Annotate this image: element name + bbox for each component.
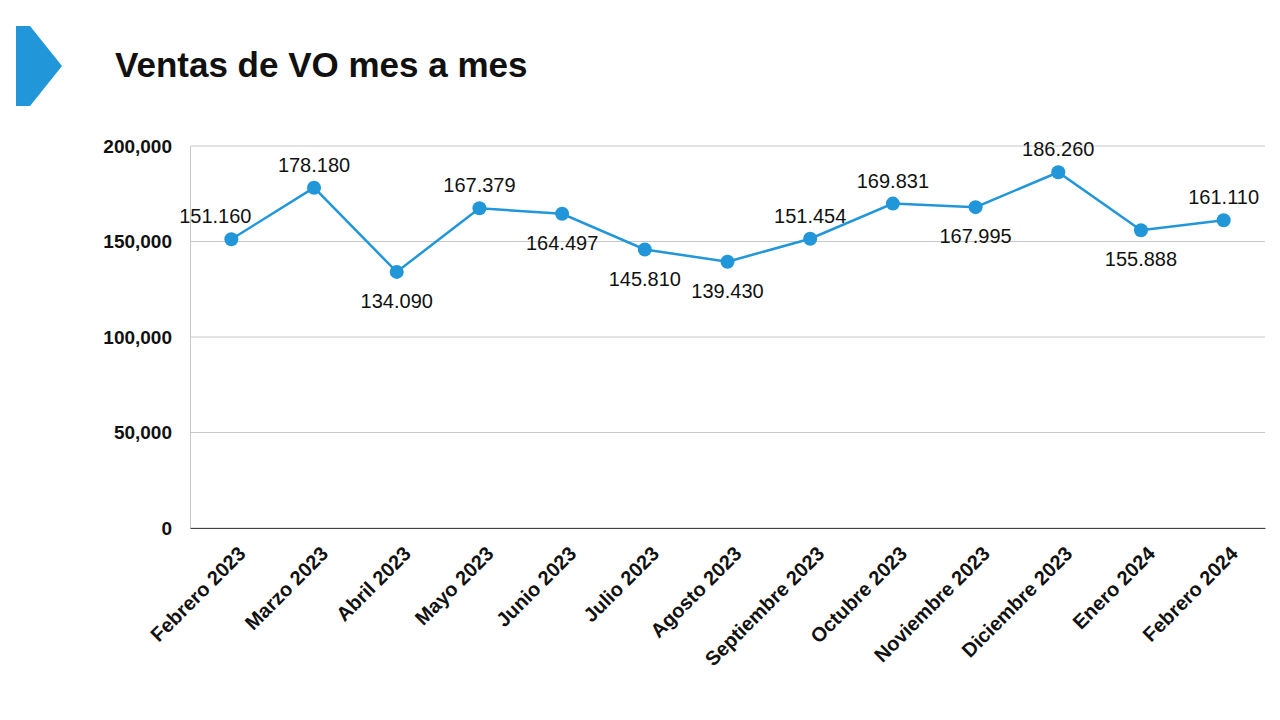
- data-label: 169.831: [857, 170, 929, 192]
- x-tick-label: Enero 2024: [1068, 542, 1160, 634]
- data-label: 134.090: [361, 290, 433, 312]
- data-label: 178.180: [278, 154, 350, 176]
- x-tick-label: Diciembre 2023: [957, 542, 1076, 661]
- marker: [555, 207, 569, 221]
- x-tick-label: Junio 2023: [492, 542, 581, 631]
- y-tick-label: 100,000: [103, 327, 172, 348]
- y-tick-label: 200,000: [103, 136, 172, 157]
- marker: [472, 201, 486, 215]
- x-axis: Febrero 2023Marzo 2023Abril 2023Mayo 202…: [146, 528, 1265, 670]
- x-axis-line: [191, 528, 1266, 529]
- x-tick: Diciembre 2023: [957, 528, 1076, 662]
- marker: [1051, 165, 1065, 179]
- data-label: 186.260: [1022, 138, 1094, 160]
- x-tick-label: Febrero 2024: [1138, 542, 1242, 646]
- x-tick-label: Abril 2023: [332, 542, 415, 625]
- marker: [390, 265, 404, 279]
- data-label: 167.379: [443, 174, 515, 196]
- grid-line: [190, 432, 1265, 433]
- x-tick: Febrero 2024: [1138, 528, 1242, 646]
- x-tick: Abril 2023: [332, 528, 415, 625]
- y-tick: 100,000: [103, 327, 190, 348]
- grid-line: [190, 146, 1265, 147]
- marker: [1134, 223, 1148, 237]
- y-tick-label: 0: [161, 518, 172, 539]
- data-label: 155.888: [1105, 248, 1177, 270]
- x-tick-label: Septiembre 2023: [700, 542, 828, 670]
- y-tick-label: 50,000: [114, 422, 172, 443]
- marker: [886, 197, 900, 211]
- title-marker: [16, 26, 62, 106]
- marker: [307, 181, 321, 195]
- y-tick-label: 150,000: [103, 231, 172, 252]
- y-tick: 50,000: [114, 422, 190, 443]
- line: [231, 172, 1223, 272]
- x-tick-label: Marzo 2023: [241, 542, 333, 634]
- x-tick-label: Mayo 2023: [411, 542, 498, 629]
- x-tick-label: Julio 2023: [579, 542, 663, 626]
- data-label: 151.160: [179, 205, 251, 227]
- y-axis-line: [190, 147, 191, 529]
- y-axis: 0 50,000 100,000 150,000 200,000: [103, 136, 190, 539]
- x-tick: Enero 2024: [1068, 528, 1160, 633]
- grid-line: [190, 241, 1265, 242]
- y-tick: 150,000: [103, 231, 190, 252]
- marker: [969, 200, 983, 214]
- data-labels: 151.160 178.180 134.090 167.379 164.497 145.8…: [179, 138, 1259, 312]
- data-label: 145.810: [609, 268, 681, 290]
- data-label: 164.497: [526, 232, 598, 254]
- plot-area: [224, 165, 1230, 279]
- x-tick: Julio 2023: [579, 528, 663, 626]
- x-tick: Marzo 2023: [241, 528, 333, 634]
- data-label: 139.430: [691, 280, 763, 302]
- grid-line: [190, 337, 1265, 338]
- x-tick: Junio 2023: [492, 528, 581, 631]
- grid: [190, 146, 1265, 528]
- chart: Ventas de VO mes a mes 0 50,000 100,000 150,…: [0, 0, 1280, 720]
- y-tick: 200,000: [103, 136, 190, 157]
- marker: [721, 255, 735, 269]
- grid-line: [190, 528, 1265, 529]
- x-tick-label: Febrero 2023: [146, 542, 250, 646]
- x-tick: Septiembre 2023: [700, 528, 828, 670]
- x-tick: Mayo 2023: [411, 528, 498, 629]
- y-tick: 0: [161, 518, 190, 539]
- title: Ventas de VO mes a mes: [115, 45, 527, 84]
- data-label: 167.995: [939, 225, 1011, 247]
- marker: [803, 232, 817, 246]
- marker: [638, 243, 652, 257]
- marker: [1217, 213, 1231, 227]
- data-label: 161.110: [1188, 186, 1259, 208]
- x-tick: Febrero 2023: [146, 528, 250, 646]
- marker: [224, 232, 238, 246]
- data-label: 151.454: [774, 205, 846, 227]
